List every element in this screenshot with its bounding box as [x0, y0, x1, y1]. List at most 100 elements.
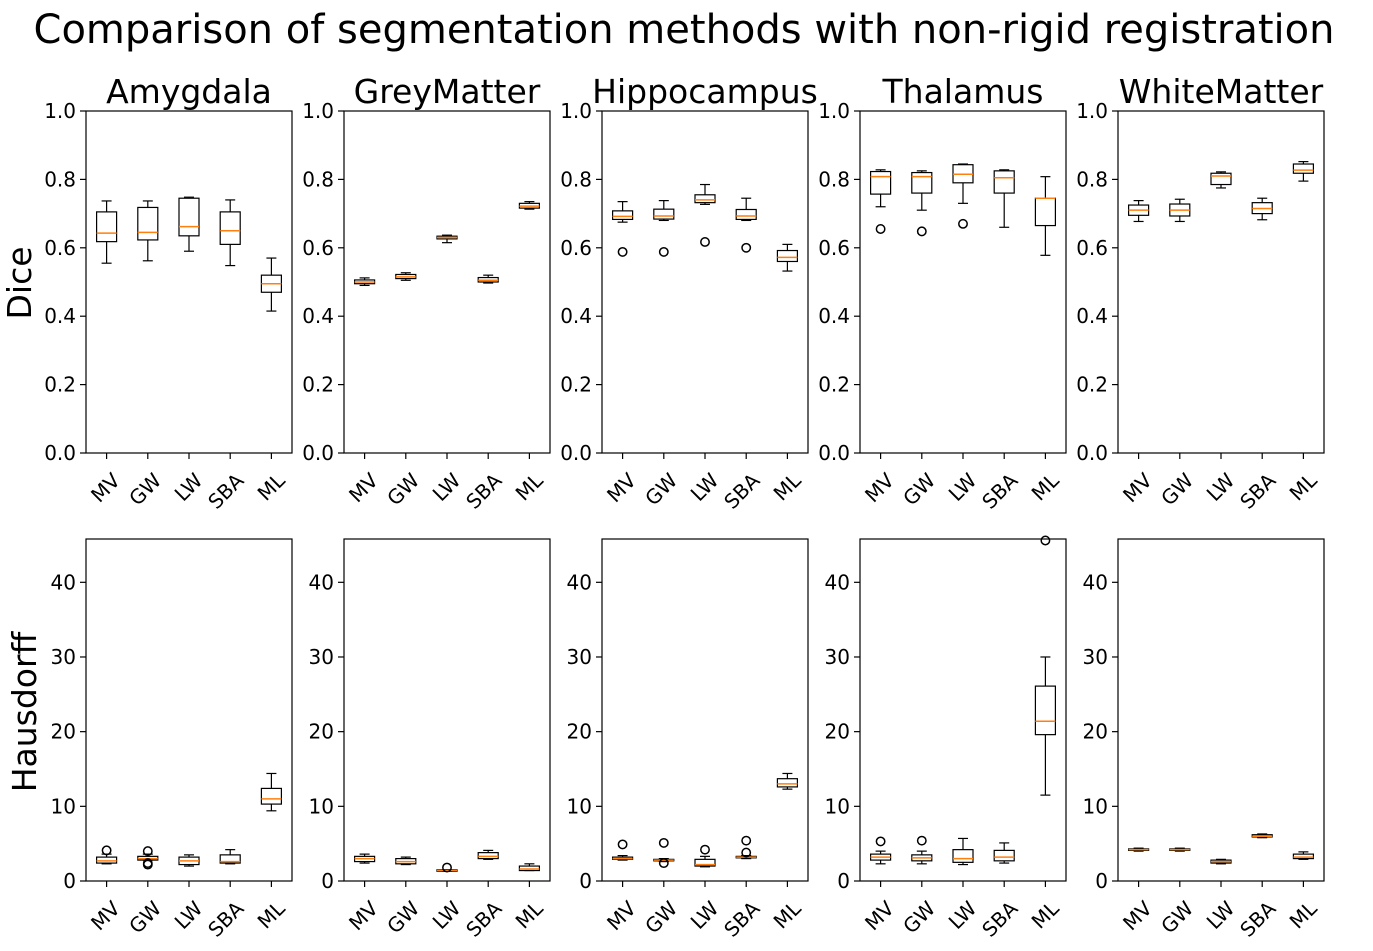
x-tick-label: MV — [86, 896, 125, 935]
box-mv — [611, 201, 634, 257]
y-tick-label: 40 — [51, 570, 76, 594]
outlier-point — [658, 246, 669, 257]
axes-frame — [343, 110, 551, 454]
box-sba — [735, 197, 757, 253]
axes-frame — [343, 538, 551, 882]
iqr-box — [137, 206, 159, 241]
iqr-box — [260, 787, 282, 805]
outlier-point — [658, 837, 669, 848]
y-tick-label: 0.4 — [818, 304, 850, 328]
y-tick-label: 1.0 — [302, 99, 334, 123]
y-tick-label: 0 — [837, 869, 850, 893]
x-tick-label: SBA — [719, 468, 765, 514]
y-tick-label: 0 — [1095, 869, 1108, 893]
y-tick-label: 1.0 — [818, 99, 850, 123]
box-lw — [178, 854, 200, 867]
box-ml — [1034, 176, 1057, 256]
iqr-box — [219, 854, 241, 864]
box-sba — [1251, 197, 1273, 221]
x-tick-label: GW — [1156, 468, 1198, 510]
y-tick-label: 20 — [1083, 720, 1108, 744]
box-ml — [1034, 535, 1057, 796]
x-tick-label: GW — [640, 468, 682, 510]
outlier-point — [617, 839, 628, 850]
y-tick-label: 40 — [825, 570, 850, 594]
y-tick-label: 0.6 — [44, 236, 76, 260]
outlier-point — [617, 246, 628, 257]
box-lw — [694, 844, 716, 868]
x-tick-label: LW — [686, 468, 724, 506]
y-tick-label: 0 — [579, 869, 592, 893]
x-tick-label: SBA — [977, 468, 1023, 514]
y-tick-label: 20 — [51, 720, 76, 744]
box-gw — [395, 272, 417, 281]
x-tick-label: LW — [428, 468, 466, 506]
x-tick-label: LW — [944, 468, 982, 506]
box-sba — [219, 199, 241, 267]
box-lw — [952, 163, 974, 229]
y-tick-label: 1.0 — [1076, 99, 1108, 123]
outlier-point — [700, 237, 710, 247]
outlier-point — [916, 835, 927, 846]
x-tick-label: MV — [86, 468, 125, 507]
box-lw — [436, 234, 458, 244]
y-tick-label: 0.0 — [1076, 441, 1108, 465]
x-tick-label: GW — [382, 896, 424, 938]
iqr-box — [1292, 163, 1315, 174]
row-label-hausdorff: Hausdorff — [5, 630, 44, 792]
outlier-point — [875, 224, 886, 234]
outlier-point — [741, 242, 752, 253]
x-tick-label: SBA — [461, 896, 507, 942]
box-sba — [477, 274, 499, 284]
box-ml — [518, 201, 541, 210]
y-tick-label: 0.2 — [1076, 373, 1108, 397]
box-mv — [95, 845, 118, 865]
x-tick-label: GW — [124, 896, 166, 938]
box-gw — [911, 170, 933, 237]
panel-title: Thalamus — [882, 72, 1044, 111]
outlier-point — [916, 226, 927, 237]
outlier-point — [741, 847, 752, 858]
x-tick-label: GW — [640, 896, 682, 938]
x-tick-label: LW — [170, 896, 208, 934]
x-tick-label: MV — [602, 896, 641, 935]
x-tick-label: GW — [898, 896, 940, 938]
x-tick-label: GW — [898, 468, 940, 510]
outlier-point — [142, 846, 153, 857]
iqr-box — [694, 858, 716, 867]
y-tick-label: 30 — [309, 645, 334, 669]
x-tick-label: SBA — [719, 896, 765, 942]
y-tick-label: 0.2 — [560, 373, 592, 397]
iqr-box — [869, 170, 892, 195]
y-tick-label: 0.6 — [560, 236, 592, 260]
box-sba — [735, 835, 757, 860]
axes-frame — [601, 538, 809, 882]
axes-frame — [601, 110, 809, 454]
axes-frame — [859, 110, 1067, 454]
box-mv — [869, 836, 892, 865]
x-tick-label: ML — [1027, 896, 1065, 934]
box-gw — [137, 846, 159, 870]
box-mv — [611, 839, 634, 861]
axes-frame — [859, 538, 1067, 882]
x-tick-label: LW — [944, 896, 982, 934]
box-mv — [1127, 847, 1150, 852]
box-sba — [993, 842, 1015, 864]
iqr-box — [1034, 197, 1057, 227]
outlier-point — [101, 845, 112, 856]
box-sba — [1251, 833, 1273, 839]
y-tick-label: 0.8 — [560, 167, 592, 191]
box-gw — [1169, 198, 1191, 223]
x-tick-label: MV — [860, 896, 899, 935]
y-tick-label: 0.8 — [1076, 167, 1108, 191]
x-tick-label: SBA — [977, 896, 1023, 942]
x-tick-label: ML — [1027, 468, 1065, 506]
x-tick-label: LW — [1202, 896, 1240, 934]
y-tick-label: 0 — [321, 869, 334, 893]
x-tick-label: GW — [124, 468, 166, 510]
y-tick-label: 30 — [825, 645, 850, 669]
y-tick-label: 1.0 — [560, 99, 592, 123]
